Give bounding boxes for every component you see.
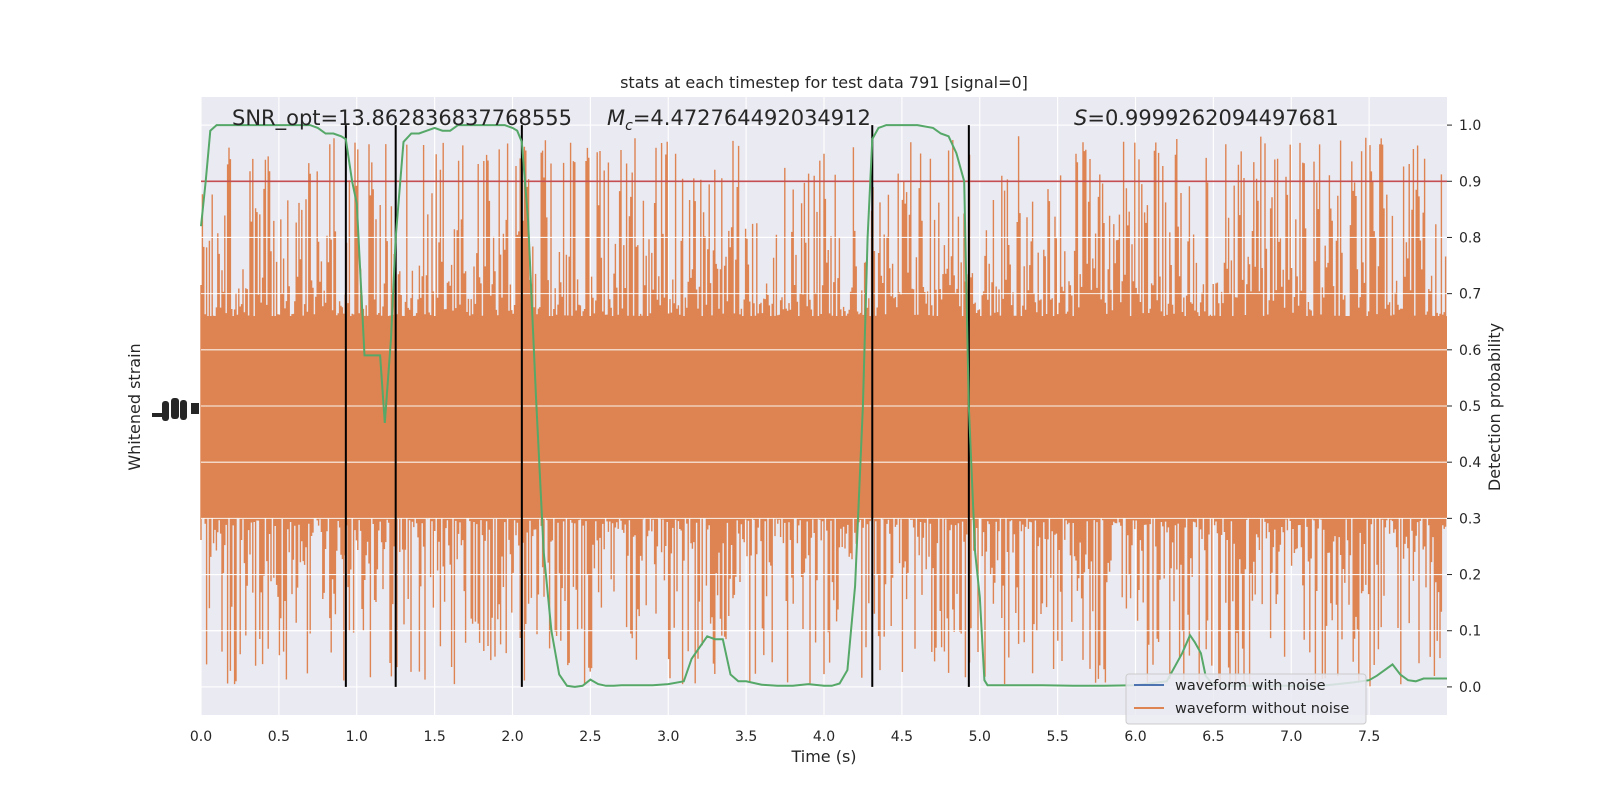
x-axis-label: Time (s): [790, 747, 856, 766]
detection-probability-line: [200, 124, 1447, 688]
s-annotation: S=0.9999262094497681: [1074, 106, 1339, 130]
y-tick-label: 0.4: [1459, 455, 1481, 471]
x-tick-label: 2.0: [501, 729, 523, 745]
x-tick-label: 4.5: [891, 729, 913, 745]
s-symbol: S: [1074, 106, 1087, 130]
right-y-axis-label: Detection probability: [1485, 323, 1504, 491]
waveform-without-noise-series: [200, 124, 1447, 688]
x-tick-label: 0.0: [190, 729, 212, 745]
y-tick-label: 0.7: [1459, 287, 1481, 303]
y-tick-label: 0.3: [1459, 511, 1481, 527]
left-y-axis-label: Whitened strain: [125, 343, 144, 470]
y-tick-label: 0.6: [1459, 343, 1481, 359]
left-axis-tick-cluster: [152, 398, 199, 421]
y-tick-label: 0.9: [1459, 174, 1481, 190]
legend-label-without-noise: waveform without noise: [1175, 701, 1349, 717]
y-tick-label: 0.8: [1459, 230, 1481, 246]
x-tick-label: 5.0: [969, 729, 991, 745]
x-tick-label: 6.5: [1202, 729, 1224, 745]
legend-label-with-noise: waveform with noise: [1175, 678, 1326, 694]
x-tick-label: 6.0: [1124, 729, 1146, 745]
chirp-mass-symbol: M: [607, 106, 625, 130]
x-tick-label: 5.5: [1046, 729, 1068, 745]
x-tick-label: 2.5: [579, 729, 601, 745]
x-tick-label: 1.0: [346, 729, 368, 745]
y-tick-label: 0.0: [1459, 680, 1481, 696]
s-value: =0.9999262094497681: [1087, 106, 1338, 130]
x-tick-label: 3.0: [657, 729, 679, 745]
chart-title: stats at each timestep for test data 791…: [620, 73, 1028, 92]
x-tick-label: 3.5: [735, 729, 757, 745]
legend: waveform with noise waveform without noi…: [1125, 673, 1367, 725]
chirp-mass-subscript: c: [625, 118, 633, 134]
x-tick-label: 7.5: [1358, 729, 1380, 745]
chirp-mass-annotation: Mc=4.472764492034912: [607, 106, 871, 134]
legend-box: [1125, 673, 1367, 725]
x-tick-label: 0.5: [268, 729, 290, 745]
y-tick-label: 0.5: [1459, 399, 1481, 415]
x-tick-label: 7.0: [1280, 729, 1302, 745]
chirp-mass-value: =4.472764492034912: [633, 106, 871, 130]
x-tick-label: 4.0: [813, 729, 835, 745]
y-tick-label: 0.1: [1459, 624, 1481, 640]
y-tick-label: 0.2: [1459, 568, 1481, 584]
x-tick-label: 1.5: [423, 729, 445, 745]
waveform-core: [201, 316, 1447, 519]
snr-annotation: SNR_opt=13.862836837768555: [232, 106, 572, 131]
y-tick-label: 1.0: [1459, 118, 1481, 134]
